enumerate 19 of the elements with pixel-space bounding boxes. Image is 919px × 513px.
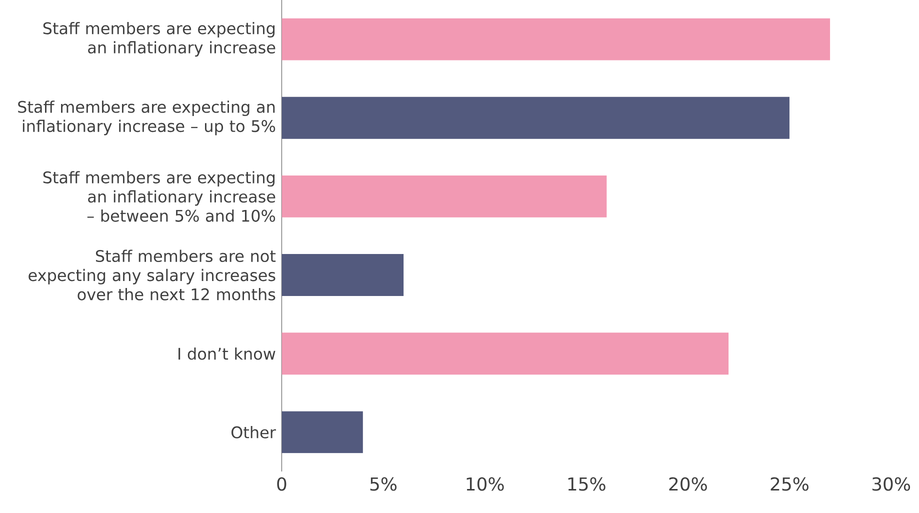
y-tick-label: Staff members are expecting an inflationary increase – between 5% and 10%	[43, 170, 276, 222]
bar	[282, 96, 790, 139]
bar	[282, 411, 363, 453]
bar	[282, 254, 404, 296]
y-tick-label: Other	[231, 426, 276, 438]
x-tick-label: 20%	[669, 476, 707, 491]
x-tick-label: 25%	[770, 476, 808, 491]
y-tick-label: Staff members are not expecting any salary increases over the next 12 months	[28, 249, 276, 300]
y-tick-label: Staff members are expecting an inflationary increase – up to 5%	[18, 100, 276, 135]
x-tick-label: 0	[277, 476, 286, 491]
x-tick-label: 30%	[872, 476, 910, 491]
bar	[282, 175, 607, 218]
x-tick-label: 15%	[568, 476, 606, 491]
x-tick-label: 5%	[370, 476, 397, 491]
y-tick-label: Staff members are expecting an inflationary increase	[43, 22, 276, 56]
bar	[282, 18, 830, 60]
x-tick-label: 10%	[466, 476, 504, 491]
bar	[282, 332, 729, 374]
y-tick-label: I don’t know	[178, 347, 276, 360]
